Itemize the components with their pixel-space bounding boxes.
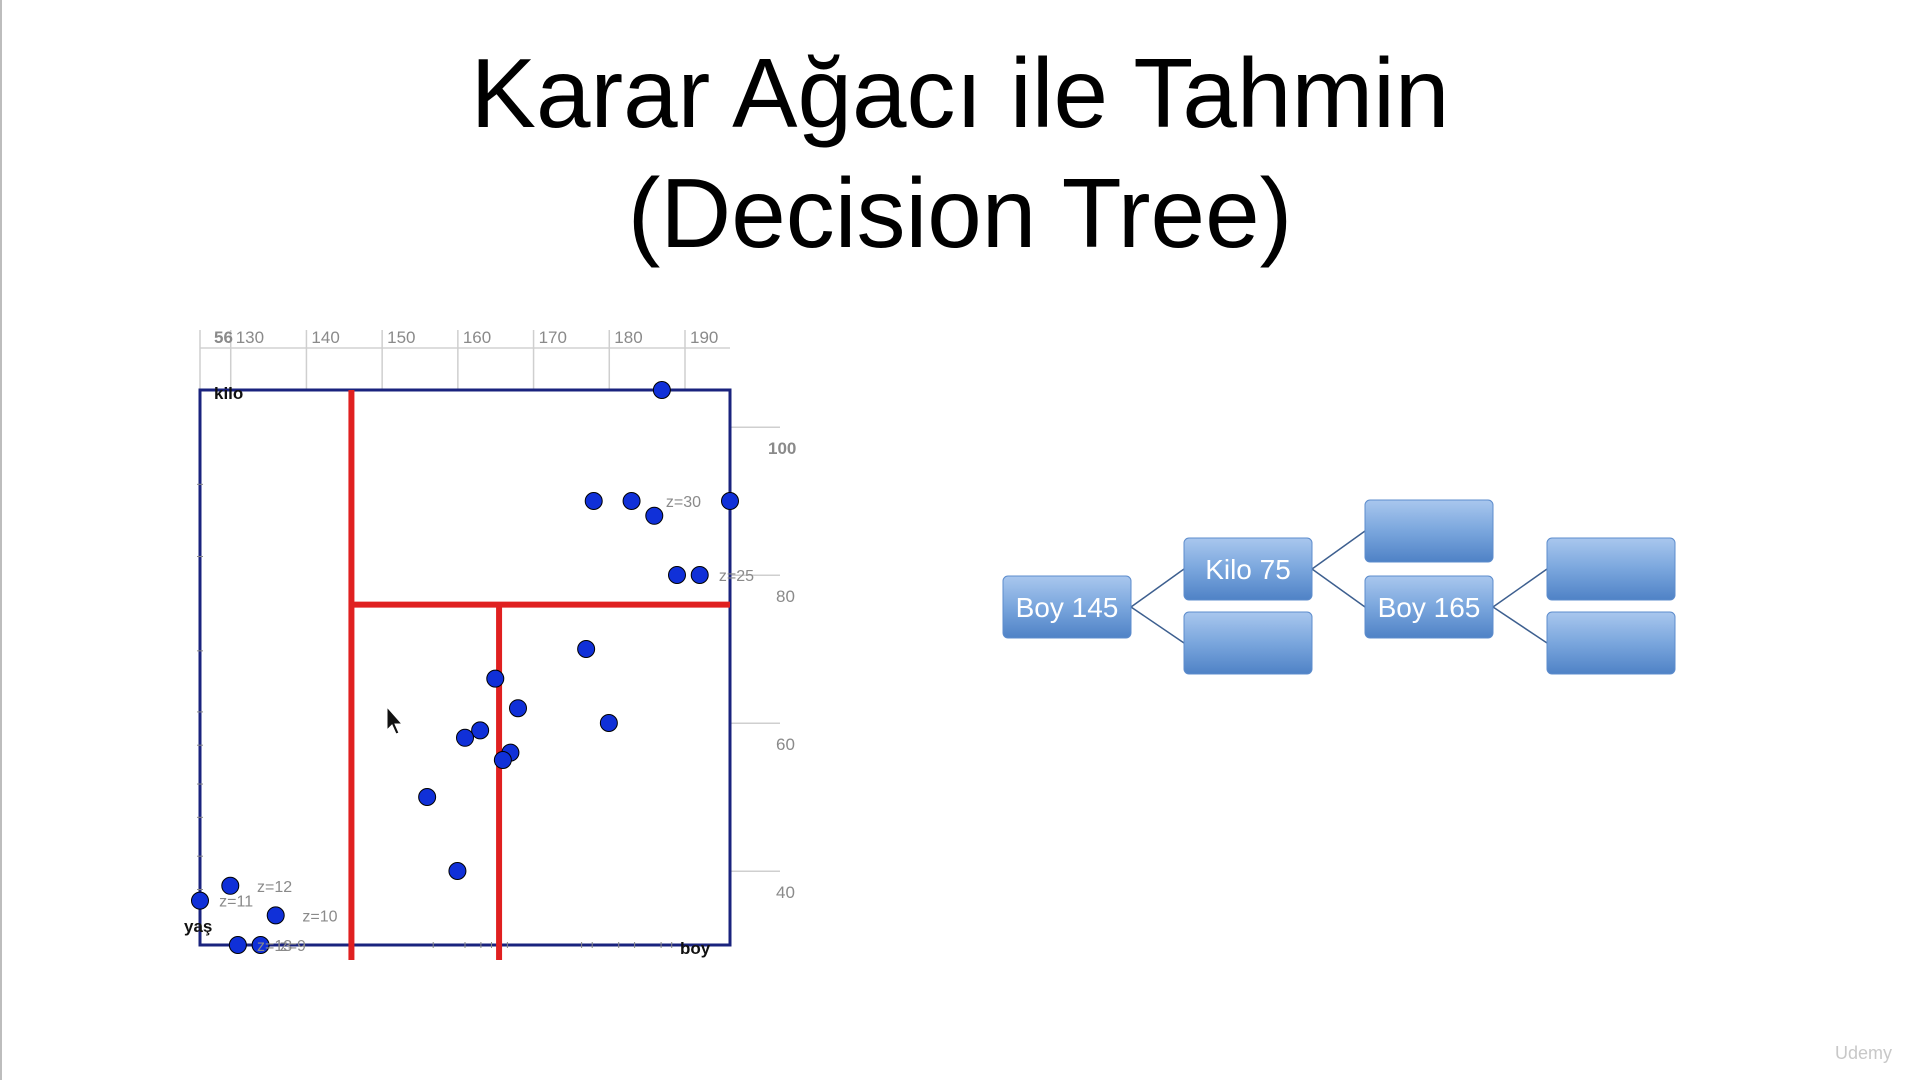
data-point: [599, 714, 618, 732]
slide-subtitle: (Decision Tree): [627, 158, 1293, 268]
data-point: [251, 936, 270, 954]
scatter-chart: 130 140 150 160 170 180 190 56 40 60 80 100 kilo boy y…: [184, 328, 796, 960]
data-point: [221, 876, 240, 895]
point-annotation: z=11: [219, 894, 253, 911]
slide-title: Karar Ağacı ile Tahmin: [470, 38, 1450, 148]
tree-node-label: Kilo 75: [1205, 554, 1291, 585]
y-tick-label: 80: [776, 587, 795, 606]
data-point: [228, 936, 247, 954]
point-annotation: z=30: [666, 494, 701, 511]
point-annotation: z=10: [302, 908, 337, 925]
plot-frame: [198, 388, 732, 947]
point-annotation: z=9: [280, 938, 306, 955]
tree-edge: [1130, 568, 1185, 608]
y-tick-label: 100: [768, 439, 796, 458]
data-point: [266, 906, 285, 925]
tree-edge: [1130, 606, 1185, 644]
data-point: [668, 566, 686, 584]
tree-node-root: [1002, 575, 1132, 639]
data-point: [486, 669, 505, 688]
tree-node-label: Boy 145: [1016, 592, 1119, 623]
left-edge-rule: [0, 0, 2, 1080]
mouse-cursor-icon: [386, 705, 404, 735]
data-point: [191, 891, 209, 910]
x-tick-label: 170: [539, 328, 567, 347]
top-overlap-label: 56: [214, 328, 233, 347]
data-point: [577, 640, 596, 658]
decision-tree-diagram: Boy 145 Kilo 75 Boy 165: [1002, 499, 1676, 675]
udemy-watermark: Udemy: [1834, 1043, 1892, 1063]
tree-node-level2-top: [1183, 537, 1313, 601]
point-annotation: z=12: [257, 879, 292, 896]
data-point: [645, 506, 664, 525]
x-tick-label: 190: [690, 328, 718, 347]
tree-node-level2-bottom: [1183, 611, 1313, 675]
data-point: [652, 381, 671, 399]
data-point: [493, 751, 512, 769]
data-point: [471, 721, 490, 740]
tree-edge: [1311, 530, 1366, 570]
data-point: [721, 492, 739, 510]
tree-node-level3-mid: [1364, 575, 1494, 639]
data-point: [622, 492, 641, 510]
y-axis-label: kilo: [214, 384, 243, 403]
tree-node-label: Boy 165: [1378, 592, 1481, 623]
data-point: [509, 699, 527, 718]
tree-edge: [1311, 568, 1366, 608]
x-tick-label: 160: [463, 328, 491, 347]
y-tick-label: 60: [776, 735, 795, 754]
x-tick-label: 150: [387, 328, 415, 347]
data-point: [690, 566, 709, 584]
x-tick-label: 140: [311, 328, 339, 347]
data-point: [584, 492, 603, 510]
tree-edge: [1492, 568, 1548, 608]
y-tick-label: 40: [776, 883, 795, 902]
data-point: [418, 788, 437, 806]
point-annotation: z=13: [257, 938, 292, 955]
point-annotation: z=25: [719, 568, 754, 585]
tree-edge: [1492, 606, 1548, 644]
tree-node-level4-top: [1546, 537, 1676, 601]
x-tick-label: 130: [236, 328, 264, 347]
x-axis-label: boy: [680, 939, 711, 958]
tree-node-level3-top: [1364, 499, 1494, 563]
x-tick-label: 180: [614, 328, 642, 347]
data-point: [448, 862, 467, 880]
corner-label: yaş: [184, 917, 212, 936]
tree-node-level4-bottom: [1546, 611, 1676, 675]
data-point: [456, 728, 474, 747]
